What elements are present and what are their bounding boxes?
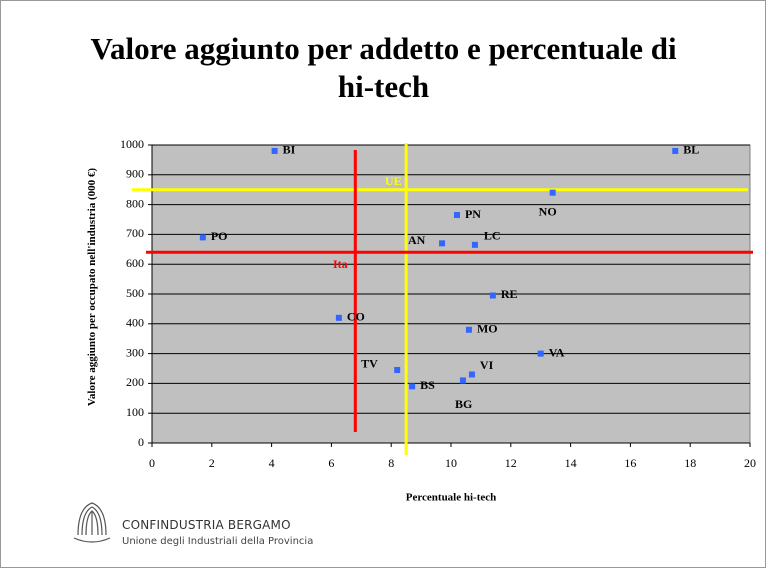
y-tick-label: 1000 xyxy=(120,137,144,151)
logo-name: CONFINDUSTRIA BERGAMO xyxy=(122,518,291,532)
x-tick-label: 8 xyxy=(388,456,394,470)
point xyxy=(453,212,460,219)
point-label: LC xyxy=(484,229,501,243)
x-tick-label: 14 xyxy=(565,456,577,470)
y-tick-label: 300 xyxy=(126,345,144,359)
chart-title: Valore aggiunto per addetto e percentual… xyxy=(90,31,677,104)
point-label: VI xyxy=(480,358,494,372)
point xyxy=(439,240,446,247)
reference-line-label: UE xyxy=(385,174,402,188)
x-tick-label: 16 xyxy=(624,456,636,470)
point-label: AN xyxy=(408,233,426,247)
point-label: NO xyxy=(539,204,557,218)
y-tick-label: 500 xyxy=(126,286,144,300)
point xyxy=(199,234,206,241)
point-label: BS xyxy=(420,378,435,392)
point-label: BL xyxy=(683,143,699,157)
y-tick-label: 800 xyxy=(126,196,144,210)
y-tick-label: 400 xyxy=(126,316,144,330)
point xyxy=(468,371,475,378)
y-axis-label: Valore aggiunto per occupato nell'indust… xyxy=(86,167,98,407)
y-tick-label: 900 xyxy=(126,167,144,181)
point-label: VA xyxy=(549,345,565,359)
x-tick-label: 18 xyxy=(684,456,696,470)
y-tick-label: 700 xyxy=(126,226,144,240)
point-label: BG xyxy=(455,397,472,411)
point-label: RE xyxy=(501,287,518,301)
point xyxy=(394,366,401,373)
y-tick-label: 200 xyxy=(126,375,144,389)
x-tick-label: 12 xyxy=(505,456,517,470)
x-tick-label: 10 xyxy=(445,456,457,470)
reference-line-label: Ita xyxy=(333,257,348,271)
logo-icon xyxy=(73,502,111,543)
point xyxy=(465,326,472,333)
y-tick-label: 100 xyxy=(126,405,144,419)
point xyxy=(537,350,544,357)
point-label: PN xyxy=(465,207,481,221)
y-tick-label: 0 xyxy=(138,435,144,449)
x-tick-label: 0 xyxy=(149,456,155,470)
point xyxy=(471,241,478,248)
x-tick-label: 2 xyxy=(209,456,215,470)
point xyxy=(672,147,679,154)
point xyxy=(549,189,556,196)
point-label: CO xyxy=(347,310,365,324)
point-label: TV xyxy=(361,357,378,371)
x-tick-label: 4 xyxy=(269,456,275,470)
x-tick-label: 6 xyxy=(328,456,334,470)
point-label: PO xyxy=(211,229,228,243)
point-label: BI xyxy=(283,143,296,157)
y-tick-label: 600 xyxy=(126,256,144,270)
point xyxy=(459,377,466,384)
point-label: MO xyxy=(477,322,498,336)
point xyxy=(489,292,496,299)
x-tick-label: 20 xyxy=(744,456,756,470)
x-axis-label: Percentuale hi-tech xyxy=(406,492,497,504)
point xyxy=(335,314,342,321)
point xyxy=(271,147,278,154)
point xyxy=(409,383,416,390)
logo-tagline: Unione degli Industriali della Provincia xyxy=(122,536,314,547)
